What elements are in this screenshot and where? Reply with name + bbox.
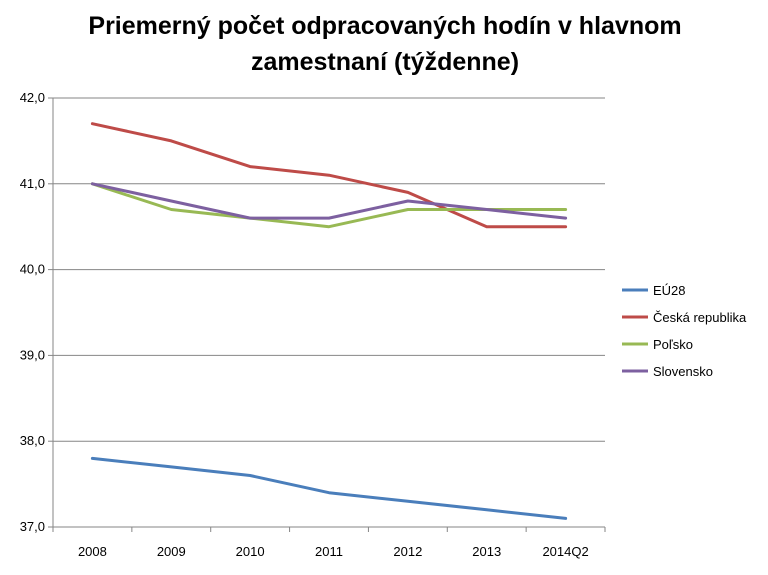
y-tick-label: 39,0 xyxy=(20,347,45,362)
legend-label: Česká republika xyxy=(653,310,747,325)
y-tick-label: 42,0 xyxy=(20,90,45,105)
x-axis-ticks: 2008 2009 2010 2011 2012 2013 2014Q2 xyxy=(52,527,606,559)
series-lines xyxy=(90,122,568,520)
y-tick-label: 41,0 xyxy=(20,176,45,191)
legend-label: Poľsko xyxy=(653,337,693,352)
x-tick-label: 2012 xyxy=(393,544,422,559)
axes xyxy=(52,98,605,528)
y-tick-label: 37,0 xyxy=(20,519,45,534)
series-line-2 xyxy=(90,122,568,229)
series-line-3 xyxy=(90,182,568,229)
x-tick-label: 2013 xyxy=(472,544,501,559)
x-tick-label: 2011 xyxy=(315,544,343,559)
legend-label: EÚ28 xyxy=(653,283,686,298)
legend-label: Slovensko xyxy=(653,364,713,379)
y-tick-label: 38,0 xyxy=(20,433,45,448)
legend: EÚ28 Česká republika Poľsko Slovensko xyxy=(622,283,747,379)
y-axis-ticks: 37,0 38,0 39,0 40,0 41,0 42,0 xyxy=(20,90,53,534)
x-tick-label: 2014Q2 xyxy=(542,544,588,559)
series-line-4 xyxy=(90,182,568,220)
x-tick-label: 2009 xyxy=(157,544,186,559)
series-line-1 xyxy=(90,456,568,520)
y-tick-label: 40,0 xyxy=(20,262,45,277)
chart-title: Priemerný počet odpracovaných hodín v hl… xyxy=(88,12,682,76)
x-tick-label: 2010 xyxy=(236,544,265,559)
x-tick-label: 2008 xyxy=(78,544,107,559)
